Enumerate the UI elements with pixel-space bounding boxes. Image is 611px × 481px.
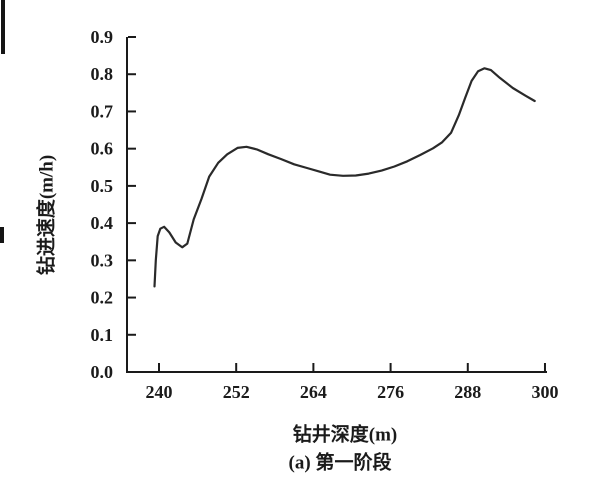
figure-caption: (a) 第一阶段 <box>288 452 392 474</box>
x-tick-label: 264 <box>300 382 327 402</box>
y-tick-label: 0.8 <box>91 64 114 84</box>
y-tick-label: 0.4 <box>91 213 114 233</box>
x-tick-label: 300 <box>531 382 558 402</box>
x-tick-label: 240 <box>146 382 173 402</box>
y-tick-label: 0.7 <box>91 101 114 121</box>
y-tick-label: 0.2 <box>91 288 114 308</box>
y-tick-label: 0.5 <box>91 176 114 196</box>
y-tick-label: 0.0 <box>91 362 114 382</box>
y-tick-label: 0.6 <box>91 139 114 159</box>
x-tick-label: 252 <box>223 382 250 402</box>
y-tick-label: 0.3 <box>91 250 114 270</box>
x-axis-title: 钻井深度(m) <box>292 424 398 446</box>
x-tick-label: 288 <box>454 382 481 402</box>
scan-artifact-mark <box>1 0 5 54</box>
x-tick-label: 276 <box>377 382 404 402</box>
drilling-speed-curve <box>153 67 536 288</box>
y-axis-title: 钻进速度(m/h) <box>36 154 58 276</box>
y-tick-label: 0.9 <box>91 27 114 47</box>
y-tick-label: 0.1 <box>91 325 114 345</box>
scan-artifact-mark <box>0 227 4 243</box>
axes-lines <box>126 37 547 373</box>
